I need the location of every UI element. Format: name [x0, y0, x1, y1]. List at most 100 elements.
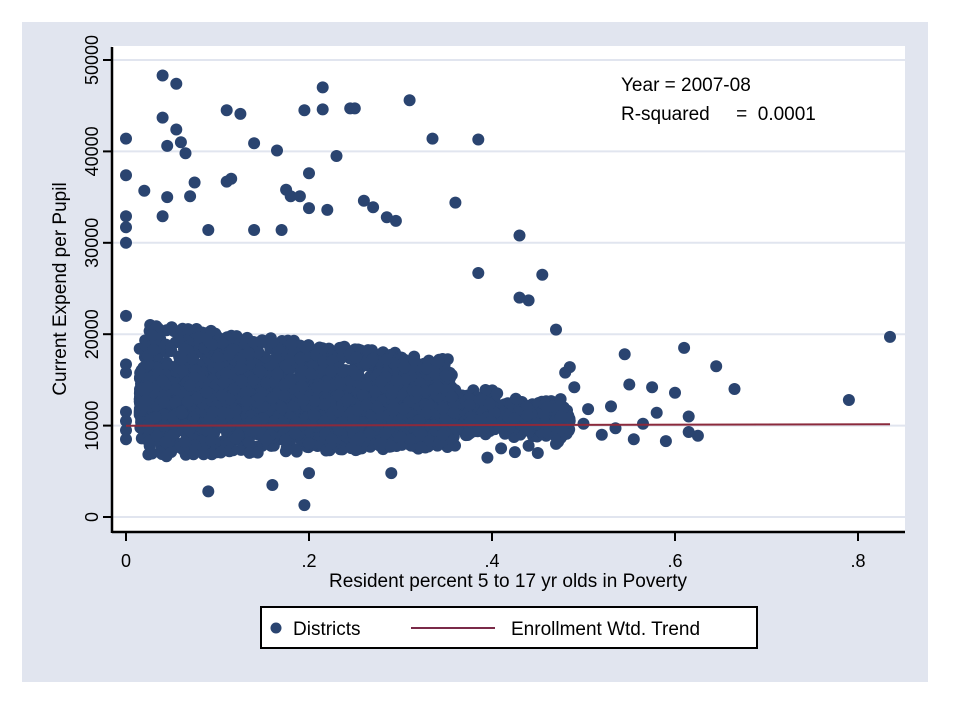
data-point [317, 415, 330, 428]
data-point [472, 267, 485, 279]
data-point [298, 104, 311, 117]
data-point [646, 381, 659, 394]
data-point [279, 445, 292, 458]
data-point [508, 412, 521, 425]
data-point [318, 398, 331, 411]
x-ticks: 0 .2 .4 .6 .8 [121, 532, 866, 571]
data-point [294, 352, 307, 365]
data-point [120, 405, 132, 418]
data-point [284, 190, 297, 203]
data-point [248, 224, 261, 236]
data-point [120, 358, 132, 371]
data-point [216, 406, 229, 419]
trend-line [125, 423, 891, 427]
data-point [380, 353, 393, 366]
data-point [330, 150, 343, 162]
data-point [582, 403, 595, 416]
data-point [219, 367, 232, 380]
data-point [181, 395, 194, 408]
data-point [404, 433, 416, 446]
data-point [550, 437, 562, 450]
data-point [161, 139, 174, 152]
y-ticks: 0 10000 20000 30000 40000 50000 [82, 35, 112, 522]
data-point [170, 123, 183, 136]
data-point [357, 194, 370, 207]
data-point [337, 365, 350, 378]
data-point [410, 385, 423, 398]
data-point [285, 338, 298, 351]
data-point [269, 352, 282, 365]
data-point [175, 353, 188, 366]
data-point [554, 393, 567, 406]
data-point [321, 203, 334, 216]
data-point [481, 451, 494, 464]
data-point [360, 398, 373, 411]
data-point [333, 375, 346, 388]
data-point [316, 342, 329, 355]
x-axis-title: Resident percent 5 to 17 yr olds in Pove… [329, 571, 688, 592]
data-point [120, 424, 132, 437]
data-point [214, 446, 227, 459]
data-point [235, 362, 247, 375]
legend-districts-marker-icon [270, 622, 282, 634]
data-point [678, 341, 691, 354]
data-point [334, 342, 347, 355]
data-point [426, 132, 439, 145]
data-point [335, 416, 348, 429]
data-point [165, 345, 178, 357]
data-point [397, 402, 410, 415]
data-point [398, 361, 411, 374]
data-point [388, 401, 400, 414]
data-point [142, 418, 155, 431]
data-point [120, 132, 132, 145]
data-point [536, 268, 549, 281]
data-point [176, 364, 189, 377]
data-point [605, 400, 617, 413]
data-point [563, 361, 576, 374]
data-point [414, 441, 427, 454]
data-point [463, 398, 476, 411]
data-point [179, 147, 192, 160]
data-point [235, 374, 248, 387]
data-point [149, 411, 162, 424]
data-point [351, 404, 364, 416]
data-point [156, 210, 169, 223]
data-point [302, 437, 315, 450]
data-point [345, 442, 358, 455]
data-point [225, 172, 238, 185]
data-point [394, 431, 407, 444]
legend-districts-label: Districts [293, 619, 361, 640]
data-point [120, 210, 132, 223]
data-point [595, 428, 608, 441]
legend-trend-label: Enrollment Wtd. Trend [511, 619, 700, 640]
data-point [271, 368, 284, 380]
data-point [242, 347, 255, 360]
data-point [659, 435, 672, 448]
data-point [175, 407, 188, 420]
data-point [432, 356, 445, 369]
data-point [170, 77, 183, 90]
data-point [521, 409, 534, 422]
data-point [669, 386, 681, 399]
data-point [308, 409, 321, 422]
data-point [445, 390, 458, 403]
x-tick-label: .4 [484, 551, 499, 571]
data-point [228, 382, 241, 395]
data-point [461, 427, 474, 440]
data-point [353, 431, 366, 444]
data-point [240, 395, 253, 408]
data-point [303, 167, 315, 180]
data-point [431, 381, 444, 394]
data-point [359, 357, 372, 370]
data-point [316, 81, 329, 94]
data-point [204, 434, 217, 447]
data-point [193, 331, 206, 344]
data-point [522, 294, 535, 307]
data-point [202, 224, 215, 236]
data-point [174, 136, 187, 149]
data-point [159, 436, 172, 448]
data-point [216, 389, 228, 402]
data-point [488, 406, 501, 419]
data-point [380, 211, 393, 224]
